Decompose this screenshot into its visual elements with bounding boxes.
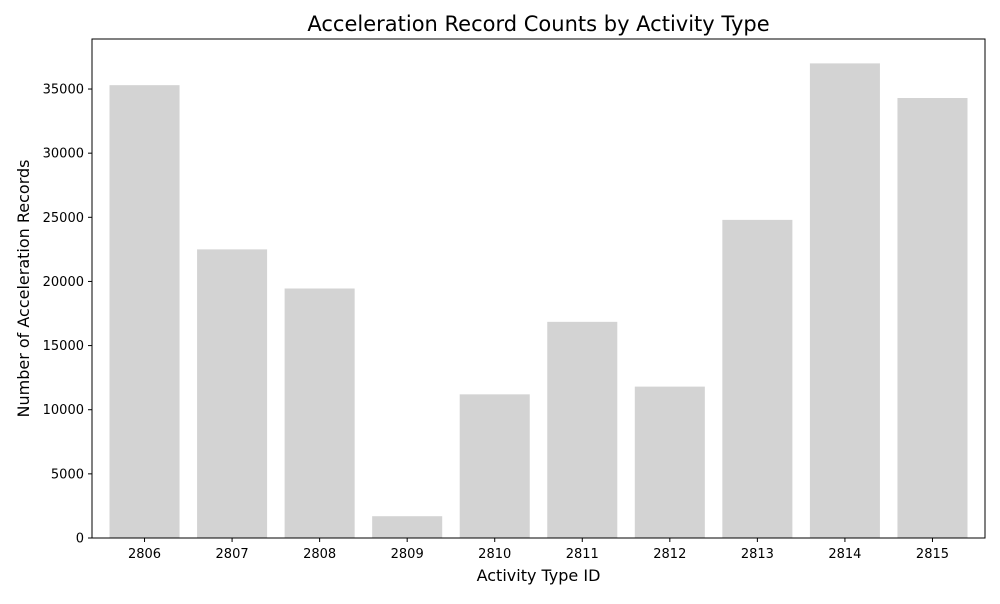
x-tick-label-2812: 2812 [653, 547, 686, 562]
x-tick-label-2813: 2813 [741, 547, 774, 562]
bar-2815 [897, 98, 968, 538]
plot-frame [91, 38, 986, 539]
y-axis-label: Number of Acceleration Records [14, 160, 33, 418]
x-tick-label-2814: 2814 [828, 547, 861, 562]
bar-2810 [459, 394, 530, 538]
bar-2809 [372, 516, 443, 538]
x-tick-label-2807: 2807 [216, 547, 249, 562]
y-tick-label-5000: 5000 [51, 467, 84, 482]
y-tick-label-35000: 35000 [43, 83, 84, 98]
x-tick-label-2811: 2811 [566, 547, 599, 562]
y-tick-label-20000: 20000 [43, 275, 84, 290]
x-tick-label-2810: 2810 [478, 547, 511, 562]
x-tick-label-2808: 2808 [303, 547, 336, 562]
x-tick-label-2806: 2806 [128, 547, 161, 562]
x-tick-label-2815: 2815 [916, 547, 949, 562]
x-axis-label: Activity Type ID [477, 566, 601, 585]
y-tick-label-25000: 25000 [43, 211, 84, 226]
bar-2811 [547, 321, 618, 538]
y-tick-label-0: 0 [76, 532, 84, 547]
y-axis-ticks: 0 5000 10000 15000 20000 25000 30000 35000 [43, 83, 92, 547]
bar-2806 [109, 85, 180, 539]
bar-2807 [197, 249, 268, 539]
x-axis-ticks: 2806 2807 2808 2809 2810 2811 2812 2813 2814 2815 [128, 538, 949, 562]
y-tick-label-30000: 30000 [43, 147, 84, 162]
bar-2808 [284, 288, 355, 538]
bars-group [109, 63, 968, 539]
bar-2812 [634, 386, 705, 538]
bar-2814 [809, 63, 880, 539]
bar-2813 [722, 219, 793, 538]
y-tick-label-15000: 15000 [43, 339, 84, 354]
y-tick-label-10000: 10000 [43, 403, 84, 418]
x-tick-label-2809: 2809 [391, 547, 424, 562]
chart-title: Acceleration Record Counts by Activity T… [307, 12, 769, 36]
